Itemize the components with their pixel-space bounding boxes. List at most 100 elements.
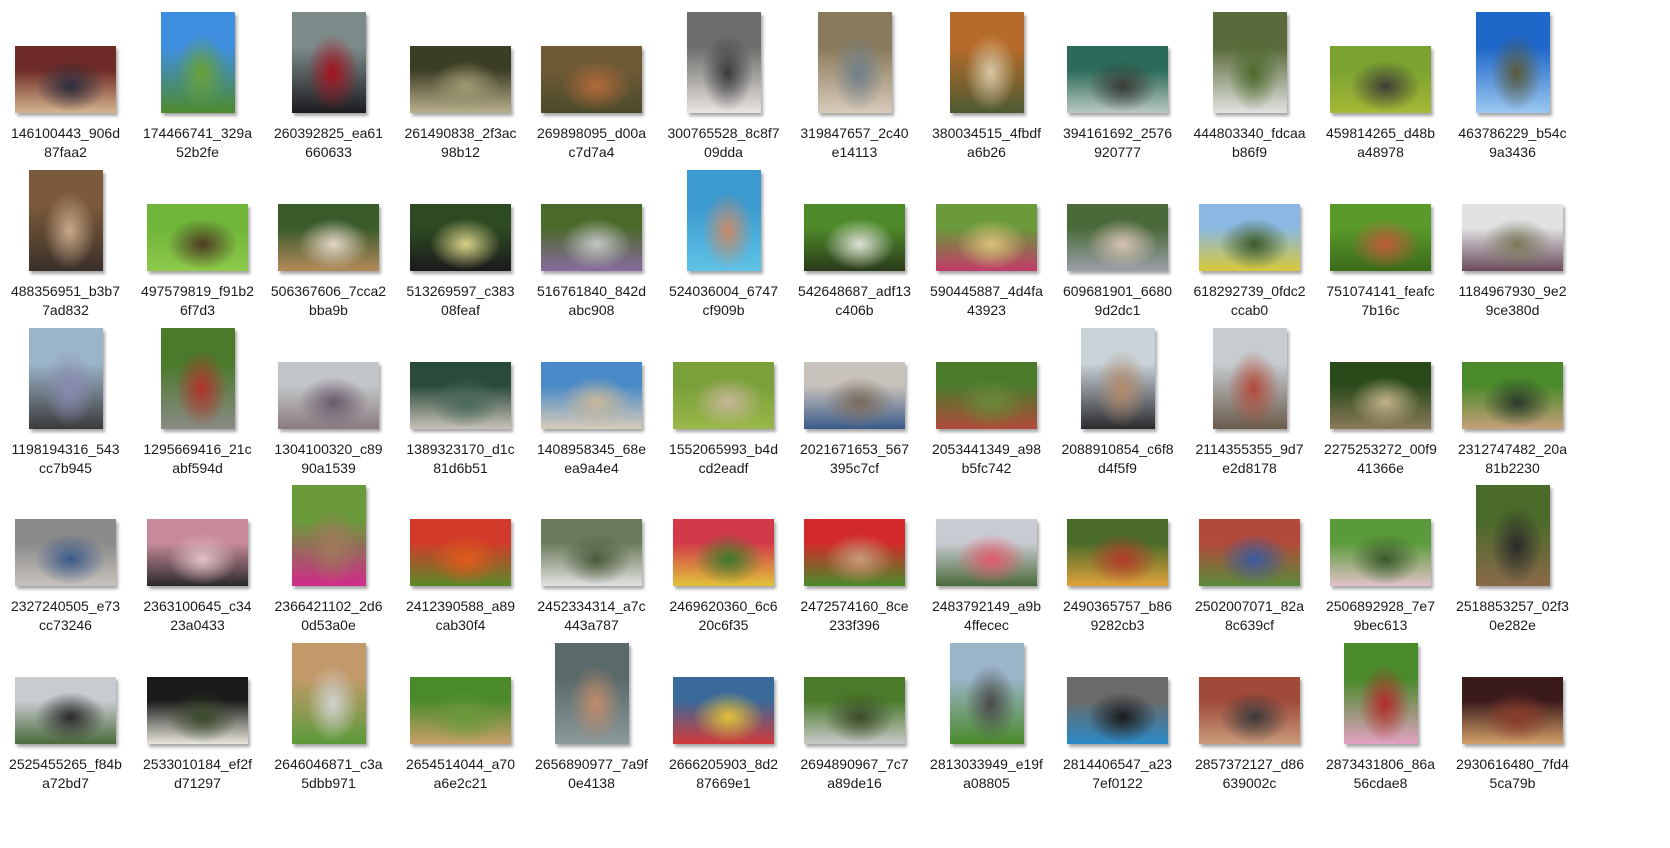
file-name-label: 2502007071_82a 8c639cf bbox=[1184, 597, 1315, 635]
file-name-line2: a89de16 bbox=[827, 775, 882, 791]
file-item[interactable]: 261490838_2f3ac 98b12 bbox=[395, 5, 526, 173]
file-item[interactable]: 1184967930_9e2 9ce380d bbox=[1447, 163, 1578, 331]
file-item[interactable]: 513269597_c383 08feaf bbox=[395, 163, 526, 331]
file-item[interactable]: 146100443_906d 87faa2 bbox=[0, 5, 131, 173]
file-item[interactable]: 1389323170_d1c 81d6b51 bbox=[395, 321, 526, 489]
thumbnail-frame bbox=[0, 636, 131, 746]
file-item[interactable]: 380034515_4fbdf a6b26 bbox=[921, 5, 1052, 173]
file-item[interactable]: 2814406547_a23 7ef0122 bbox=[1052, 636, 1183, 804]
file-item[interactable]: 2518853257_02f3 0e282e bbox=[1447, 478, 1578, 646]
file-item[interactable]: 2469620360_6c6 20c6f35 bbox=[658, 478, 789, 646]
thumbnail-frame bbox=[263, 321, 394, 431]
file-name-label: 146100443_906d 87faa2 bbox=[0, 124, 131, 162]
file-item[interactable]: 2275253272_00f9 41366e bbox=[1315, 321, 1446, 489]
thumbnail-frame bbox=[1052, 478, 1183, 588]
file-item[interactable]: 609681901_6680 9d2dc1 bbox=[1052, 163, 1183, 331]
file-item[interactable]: 463786229_b54c 9a3436 bbox=[1447, 5, 1578, 173]
file-item[interactable]: 2525455265_f84b a72bd7 bbox=[0, 636, 131, 804]
file-item[interactable]: 2327240505_e73 cc73246 bbox=[0, 478, 131, 646]
file-item[interactable]: 506367606_7cca2 bba9b bbox=[263, 163, 394, 331]
file-item[interactable]: 300765528_8c8f7 09dda bbox=[658, 5, 789, 173]
thumbnail-image bbox=[278, 362, 379, 429]
thumbnail-image bbox=[15, 46, 116, 113]
file-item[interactable]: 1198194316_543 cc7b945 bbox=[0, 321, 131, 489]
file-name-label: 2412390588_a89 cab30f4 bbox=[395, 597, 526, 635]
file-item[interactable]: 1295669416_21c abf594d bbox=[132, 321, 263, 489]
file-item[interactable]: 2666205903_8d2 87669e1 bbox=[658, 636, 789, 804]
file-item[interactable]: 2654514044_a70 a6e2c21 bbox=[395, 636, 526, 804]
file-name-line2: 7ad832 bbox=[42, 302, 89, 318]
file-item[interactable]: 2312747482_20a 81b2230 bbox=[1447, 321, 1578, 489]
file-item[interactable]: 2366421102_2d6 0d53a0e bbox=[263, 478, 394, 646]
file-item[interactable]: 2813033949_e19f a08805 bbox=[921, 636, 1052, 804]
thumbnail-image bbox=[410, 677, 511, 744]
file-name-line1: 497579819_f91b2 bbox=[141, 283, 254, 299]
file-item[interactable]: 444803340_fdcaa b86f9 bbox=[1184, 5, 1315, 173]
file-item[interactable]: 2412390588_a89 cab30f4 bbox=[395, 478, 526, 646]
file-item[interactable]: 2088910854_c6f8 d4f5f9 bbox=[1052, 321, 1183, 489]
file-item[interactable]: 524036004_6747 cf909b bbox=[658, 163, 789, 331]
thumbnail-frame bbox=[658, 478, 789, 588]
file-name-label: 609681901_6680 9d2dc1 bbox=[1052, 282, 1183, 320]
file-name-line1: 2366421102_2d6 bbox=[274, 598, 383, 614]
file-item[interactable]: 1304100320_c89 90a1539 bbox=[263, 321, 394, 489]
file-name-line2: a08805 bbox=[963, 775, 1010, 791]
file-name-line2: c7d7a4 bbox=[568, 144, 615, 160]
file-item[interactable]: 319847657_2c40 e14113 bbox=[789, 5, 920, 173]
file-item[interactable]: 542648687_adf13 c406b bbox=[789, 163, 920, 331]
file-name-label: 506367606_7cca2 bba9b bbox=[263, 282, 394, 320]
file-item[interactable]: 590445887_4d4fa 43923 bbox=[921, 163, 1052, 331]
thumbnail-frame bbox=[658, 636, 789, 746]
file-item[interactable]: 497579819_f91b2 6f7d3 bbox=[132, 163, 263, 331]
file-item[interactable]: 394161692_2576 920777 bbox=[1052, 5, 1183, 173]
thumbnail-image bbox=[1199, 204, 1300, 271]
file-name-label: 1552065993_b4d cd2eadf bbox=[658, 440, 789, 478]
file-item[interactable]: 260392825_ea61 660633 bbox=[263, 5, 394, 173]
thumbnail-image bbox=[1199, 519, 1300, 586]
file-item[interactable]: 2114355355_9d7 e2d8178 bbox=[1184, 321, 1315, 489]
thumbnail-image bbox=[1462, 677, 1563, 744]
file-item[interactable]: 2857372127_d86 639002c bbox=[1184, 636, 1315, 804]
file-item[interactable]: 2452334314_a7c 443a787 bbox=[526, 478, 657, 646]
file-item[interactable]: 459814265_d48b a48978 bbox=[1315, 5, 1446, 173]
file-item[interactable]: 751074141_feafc 7b16c bbox=[1315, 163, 1446, 331]
thumbnail-image bbox=[1330, 519, 1431, 586]
file-name-line2: 660633 bbox=[305, 144, 352, 160]
file-item[interactable]: 1552065993_b4d cd2eadf bbox=[658, 321, 789, 489]
file-name-line1: 2857372127_d86 bbox=[1194, 756, 1304, 772]
thumbnail-image bbox=[1344, 643, 1418, 744]
file-item[interactable]: 2472574160_8ce 233f396 bbox=[789, 478, 920, 646]
file-name-label: 2533010184_ef2f d71297 bbox=[132, 755, 263, 793]
thumbnail-image bbox=[161, 328, 235, 429]
file-name-line2: 639002c bbox=[1222, 775, 1277, 791]
thumbnail-frame bbox=[1315, 5, 1446, 115]
file-name-line2: 87faa2 bbox=[44, 144, 87, 160]
thumbnail-frame bbox=[1184, 5, 1315, 115]
file-item[interactable]: 618292739_0fdc2 ccab0 bbox=[1184, 163, 1315, 331]
file-name-line1: 751074141_feafc bbox=[1326, 283, 1435, 299]
file-name-line2: 52b2fe bbox=[176, 144, 219, 160]
file-item[interactable]: 174466741_329a 52b2fe bbox=[132, 5, 263, 173]
file-name-line1: 2930616480_7fd4 bbox=[1456, 756, 1569, 772]
file-item[interactable]: 2053441349_a98 b5fc742 bbox=[921, 321, 1052, 489]
file-item[interactable]: 2502007071_82a 8c639cf bbox=[1184, 478, 1315, 646]
file-item[interactable]: 2646046871_c3a 5dbb971 bbox=[263, 636, 394, 804]
file-item[interactable]: 2021671653_567 395c7cf bbox=[789, 321, 920, 489]
file-item[interactable]: 269898095_d00a c7d7a4 bbox=[526, 5, 657, 173]
file-item[interactable]: 2656890977_7a9f 0e4138 bbox=[526, 636, 657, 804]
file-item[interactable]: 1408958345_68e ea9a4e4 bbox=[526, 321, 657, 489]
file-item[interactable]: 2506892928_7e7 9bec613 bbox=[1315, 478, 1446, 646]
file-item[interactable]: 516761840_842d abc908 bbox=[526, 163, 657, 331]
file-item[interactable]: 2533010184_ef2f d71297 bbox=[132, 636, 263, 804]
file-item[interactable]: 2930616480_7fd4 5ca79b bbox=[1447, 636, 1578, 804]
file-item[interactable]: 2490365757_b86 9282cb3 bbox=[1052, 478, 1183, 646]
file-item[interactable]: 2873431806_86a 56cdae8 bbox=[1315, 636, 1446, 804]
file-item[interactable]: 488356951_b3b7 7ad832 bbox=[0, 163, 131, 331]
file-name-line1: 1389323170_d1c bbox=[406, 441, 515, 457]
file-item[interactable]: 2694890967_7c7 a89de16 bbox=[789, 636, 920, 804]
thumbnail-frame bbox=[789, 163, 920, 273]
file-name-label: 2327240505_e73 cc73246 bbox=[0, 597, 131, 635]
file-item[interactable]: 2363100645_c34 23a0433 bbox=[132, 478, 263, 646]
file-item[interactable]: 2483792149_a9b 4ffecec bbox=[921, 478, 1052, 646]
